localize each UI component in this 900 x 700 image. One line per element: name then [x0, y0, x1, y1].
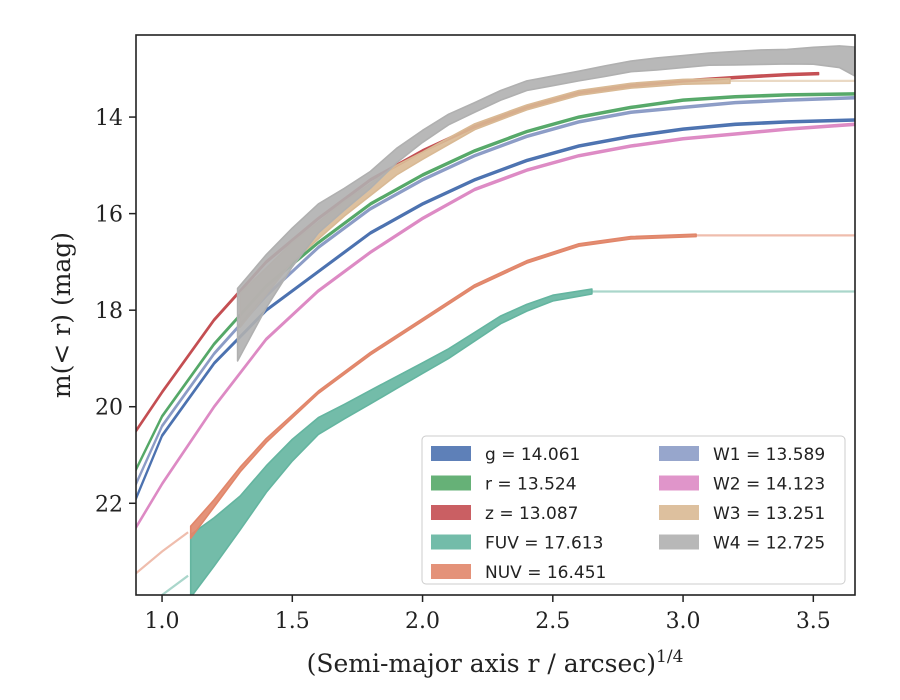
series-extension-FUV — [160, 574, 189, 595]
legend-swatch-W4 — [659, 534, 699, 550]
y-tick-label: 14 — [95, 106, 123, 131]
legend-entry-W4: W4 = 12.725 — [713, 534, 825, 554]
series-extension-NUV — [136, 531, 189, 575]
legend-entry-FUV: FUV = 17.613 — [485, 534, 603, 554]
legend-entry-r: r = 13.524 — [485, 475, 577, 495]
series-band-W3 — [239, 77, 731, 328]
series-band-W1 — [136, 95, 855, 486]
x-tick-label: 1.0 — [145, 609, 180, 634]
x-tick-label: 2.0 — [405, 609, 440, 634]
plot-frame — [135, 34, 856, 596]
legend-entry-W1: W1 = 13.589 — [713, 445, 825, 465]
series-band-W4 — [236, 45, 855, 362]
y-tick-label: 16 — [95, 203, 123, 228]
x-axis-label: (Semi-major axis r / arcsec)1/4 — [307, 647, 684, 678]
x-tick-label: 3.5 — [796, 609, 831, 634]
legend-swatch-W2 — [659, 475, 699, 491]
y-tick-label: 22 — [95, 492, 123, 517]
legend-swatch-W1 — [659, 446, 699, 461]
series-band-NUV — [189, 233, 697, 540]
x-tick-label: 3.0 — [666, 609, 701, 634]
legend-entry-z: z = 13.087 — [485, 504, 578, 524]
y-tick-label: 20 — [95, 396, 123, 421]
series-band-r — [136, 92, 855, 472]
y-tick-label: 18 — [95, 299, 123, 324]
x-tick-label: 2.5 — [535, 609, 570, 634]
series-layer — [136, 45, 855, 595]
series-band-FUV — [189, 288, 593, 595]
legend-swatch-r — [431, 475, 471, 491]
legend-swatch-FUV — [431, 534, 471, 550]
legend-entry-W2: W2 = 14.123 — [713, 475, 825, 495]
legend-swatch-z — [431, 505, 471, 520]
legend: g = 14.061 r = 13.524 z = 13.087 FUV = 17.6… — [421, 435, 846, 585]
legend-entry-NUV: NUV = 16.451 — [485, 563, 606, 583]
y-axis-label: m(< r) (mag) — [47, 232, 76, 398]
legend-entry-g: g = 14.061 — [485, 445, 580, 465]
series-band-W2 — [136, 122, 855, 530]
legend-swatch-NUV — [431, 564, 471, 579]
series-band-g — [136, 118, 855, 501]
legend-entry-W3: W3 = 13.251 — [713, 504, 825, 524]
x-tick-label: 1.5 — [275, 609, 310, 634]
legend-swatch-W3 — [659, 505, 699, 520]
legend-swatch-g — [431, 446, 471, 461]
axis-ticks: 1.0 1.5 2.0 2.5 3.0 3.5 14 16 18 20 22 — [95, 106, 831, 634]
legend-box — [421, 435, 846, 585]
